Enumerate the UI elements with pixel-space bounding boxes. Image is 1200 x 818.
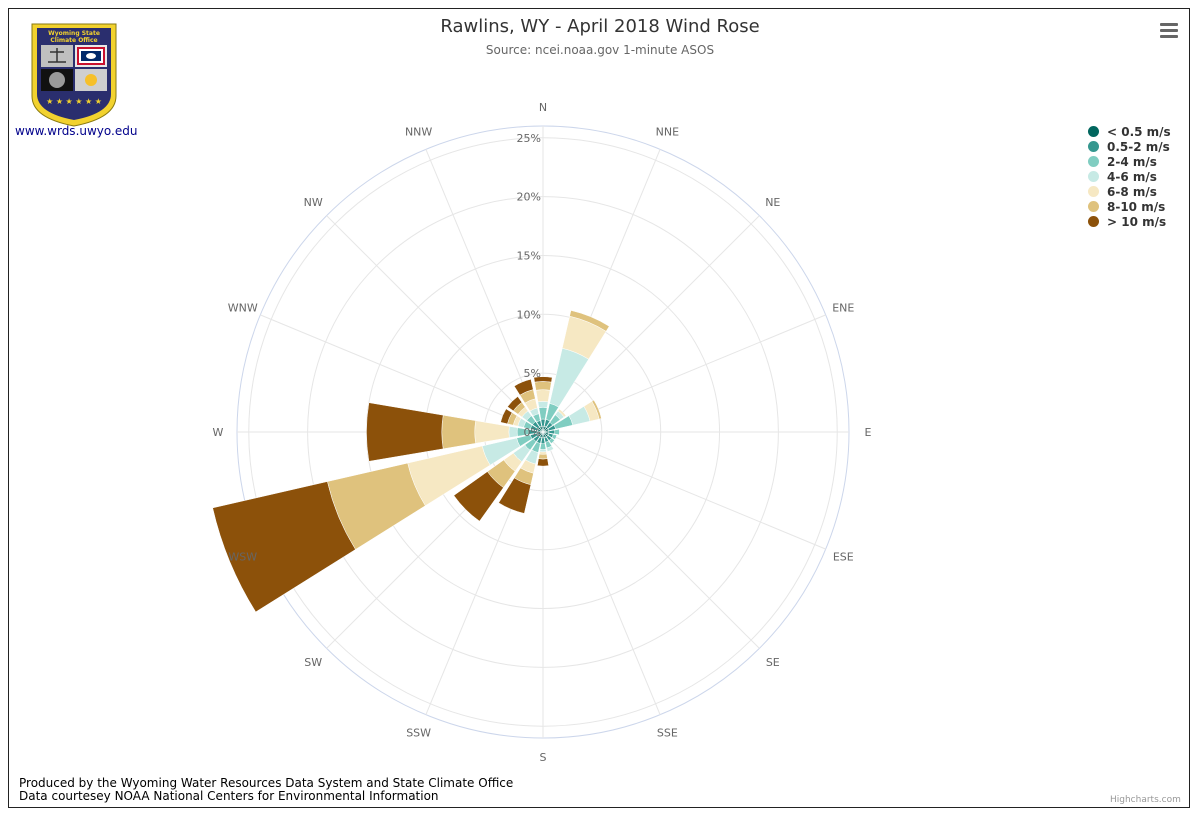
direction-label-wsw: WSW (228, 550, 257, 563)
chart-frame (8, 8, 1190, 808)
legend-label: 8-10 m/s (1107, 199, 1166, 214)
radial-tick-label: 25% (517, 132, 541, 145)
windrose-bar-ese-series-2[interactable] (551, 434, 558, 440)
windrose-bar-s-series-2[interactable] (539, 443, 547, 450)
direction-label-se: SE (766, 656, 780, 669)
windrose-bar-wsw-series-6[interactable] (212, 481, 356, 613)
direction-label-s: S (540, 751, 547, 764)
website-link[interactable]: www.wrds.uwyo.edu (15, 124, 138, 138)
direction-label-nnw: NNW (405, 126, 432, 139)
windrose-bar-w-series-5[interactable] (441, 414, 476, 450)
legend-marker (1088, 201, 1099, 212)
legend-item[interactable]: < 0.5 m/s (1088, 124, 1171, 139)
legend-label: 6-8 m/s (1107, 184, 1157, 199)
radial-tick-label: 0% (524, 426, 541, 439)
windrose-bar-n-series-2[interactable] (538, 407, 548, 420)
spoke-gridline (542, 431, 826, 550)
spoke-gridline (260, 314, 544, 433)
windrose-bar-sw-series-6[interactable] (453, 471, 504, 522)
direction-label-e: E (865, 426, 872, 439)
polar-grid (236, 125, 850, 739)
menu-bar (1160, 23, 1178, 26)
wind-rose-bars (212, 310, 610, 613)
legend-label: > 10 m/s (1107, 214, 1167, 229)
windrose-bar-wnw-series-6[interactable] (500, 408, 513, 425)
direction-label-sse: SSE (657, 726, 678, 739)
radial-tick-label: 5% (524, 367, 541, 380)
spoke-gridline (542, 431, 760, 649)
windrose-bar-n-series-3[interactable] (537, 401, 549, 408)
windrose-bar-ene-series-5[interactable] (591, 399, 602, 420)
legend-marker (1088, 171, 1099, 182)
legend-label: 2-4 m/s (1107, 154, 1157, 169)
legend-label: 4-6 m/s (1107, 169, 1157, 184)
windrose-bar-se-series-2[interactable] (548, 437, 555, 444)
legend-item[interactable]: 8-10 m/s (1088, 199, 1171, 214)
axis-labels: N NNE NE ENE E ESE SE SSE S SSW SW WSW W WNW NW NNW 0% 5%… (213, 101, 872, 764)
windrose-bar-nw-series-6[interactable] (507, 396, 523, 412)
legend-marker (1088, 126, 1099, 137)
radial-tick-label: 20% (517, 191, 541, 204)
radial-tick-label: 15% (517, 249, 541, 262)
windrose-bar-sse-series-3[interactable] (546, 445, 554, 452)
windrose-bar-nnw-series-6[interactable] (513, 378, 534, 396)
legend-item[interactable]: 0.5-2 m/s (1088, 139, 1171, 154)
windrose-bar-nne-series-3[interactable] (549, 347, 589, 408)
highcharts-credit[interactable]: Highcharts.com (1110, 795, 1181, 805)
windrose-bar-w-series-6[interactable] (366, 402, 444, 462)
legend: < 0.5 m/s 0.5-2 m/s 2-4 m/s 4-6 m/s 6-8 m/s 8… (1088, 124, 1171, 229)
legend-item[interactable]: 4-6 m/s (1088, 169, 1171, 184)
chart-subtitle: Source: ncei.noaa.gov 1-minute ASOS (485, 43, 715, 57)
windrose-bar-n-series-6[interactable] (533, 376, 553, 383)
legend-marker (1088, 216, 1099, 227)
direction-label-n: N (539, 101, 547, 114)
legend-label: 0.5-2 m/s (1107, 139, 1170, 154)
logo-text-line2: Climate Office (50, 37, 97, 44)
legend-item[interactable]: 6-8 m/s (1088, 184, 1171, 199)
svg-text:★ ★ ★ ★ ★ ★: ★ ★ ★ ★ ★ ★ (46, 97, 102, 106)
chart-title: Rawlins, WY - April 2018 Wind Rose (440, 16, 760, 37)
spoke-gridline (542, 431, 661, 715)
credits-text: Produced by the Wyoming Water Resources … (19, 777, 513, 803)
spoke-gridline (326, 215, 544, 433)
direction-label-ene: ENE (832, 302, 854, 315)
logo-text-line1: Wyoming State (48, 30, 100, 37)
legend-item[interactable]: > 10 m/s (1088, 214, 1171, 229)
windrose-bar-ne-series-4[interactable] (557, 408, 567, 418)
windrose-bar-w-series-4[interactable] (474, 420, 510, 444)
windrose-bar-ssw-series-6[interactable] (498, 477, 532, 514)
windrose-bar-n-series-4[interactable] (535, 389, 551, 403)
legend-label: < 0.5 m/s (1107, 124, 1171, 139)
legend-marker (1088, 156, 1099, 167)
radial-tick-label: 10% (517, 308, 541, 321)
direction-label-sw: SW (304, 656, 322, 669)
direction-label-wnw: WNW (228, 302, 258, 315)
legend-marker (1088, 141, 1099, 152)
windrose-bar-s-series-3[interactable] (539, 449, 547, 453)
windrose-bar-w-series-3[interactable] (508, 426, 518, 438)
direction-label-nw: NW (304, 196, 323, 209)
windrose-bar-s-series-5[interactable] (538, 453, 548, 460)
direction-label-nne: NNE (656, 126, 679, 139)
legend-marker (1088, 186, 1099, 197)
menu-bar (1160, 35, 1178, 38)
windrose-bar-e-series-2[interactable] (554, 428, 560, 436)
climate-office-logo: Wyoming State Climate Office ★ ★ ★ ★ ★ ★ (31, 23, 117, 127)
legend-item[interactable]: 2-4 m/s (1088, 154, 1171, 169)
credits-line-2: Data courtesey NOAA National Centers for… (19, 789, 439, 803)
direction-label-ese: ESE (833, 550, 854, 563)
windrose-bar-s-series-6[interactable] (537, 458, 549, 467)
direction-label-w: W (213, 426, 224, 439)
menu-bar (1160, 29, 1178, 32)
hamburger-menu-icon[interactable] (1158, 20, 1180, 40)
credits-line-1: Produced by the Wyoming Water Resources … (19, 776, 514, 790)
direction-label-ne: NE (765, 196, 780, 209)
spoke-gridline (542, 215, 760, 433)
direction-label-ssw: SSW (406, 726, 431, 739)
windrose-bar-nne-series-5[interactable] (569, 310, 610, 332)
windrose-bar-n-series-5[interactable] (534, 381, 552, 391)
